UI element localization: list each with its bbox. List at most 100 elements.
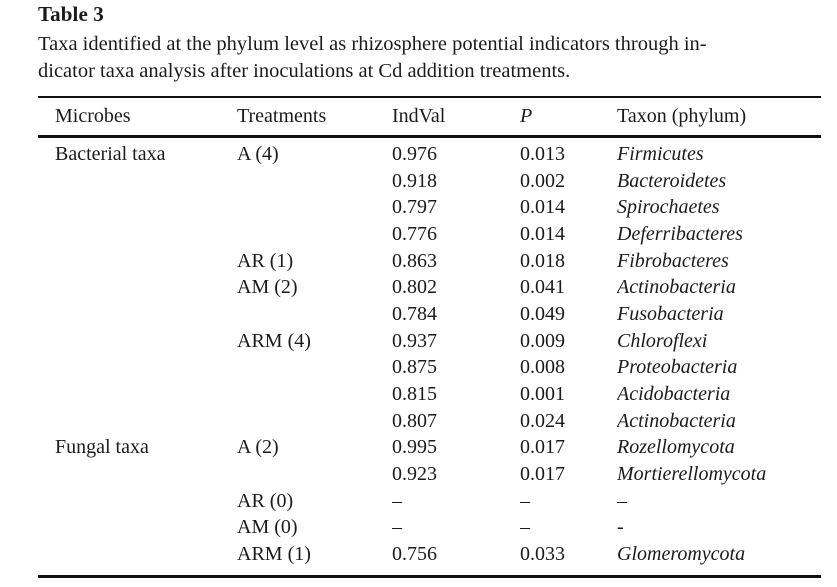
treatment-cell xyxy=(237,461,392,488)
header-row: Microbes Treatments IndVal P Taxon (phyl… xyxy=(38,97,821,138)
treatment-cell: A (2) xyxy=(237,436,279,459)
microbes-cell xyxy=(38,248,237,275)
table-row: 0.784 0.049 Fusobacteria xyxy=(38,301,821,328)
table-row: 0.797 0.014 Spirochaetes xyxy=(38,194,821,221)
indval-cell: – xyxy=(392,516,402,539)
taxon-cell: Firmicutes xyxy=(617,142,704,165)
indval-cell: 0.875 xyxy=(392,356,437,379)
taxon-cell: Mortierellomycota xyxy=(617,463,767,486)
treatment-cell xyxy=(237,194,392,221)
indval-cell: 0.756 xyxy=(392,543,437,566)
column-header-taxon: Taxon (phylum) xyxy=(617,97,821,138)
treatment-cell xyxy=(237,221,392,248)
treatment-cell: AR (0) xyxy=(237,489,294,512)
table-row: 0.923 0.017 Mortierellomycota xyxy=(38,461,821,488)
column-header-p: P xyxy=(520,97,617,138)
table-title: Table 3 xyxy=(38,2,104,26)
p-cell: 0.017 xyxy=(520,436,565,459)
table-row: Fungal taxa A (2) 0.995 0.017 Rozellomyc… xyxy=(38,435,821,462)
microbes-cell xyxy=(38,328,237,355)
microbes-cell xyxy=(38,274,237,301)
p-cell: 0.001 xyxy=(520,383,565,406)
p-cell: 0.018 xyxy=(520,249,565,272)
p-cell: 0.024 xyxy=(520,409,565,432)
taxon-cell: Actinobacteria xyxy=(617,276,736,299)
treatment-cell: AM (0) xyxy=(237,516,298,539)
treatment-cell: A (4) xyxy=(237,142,279,165)
microbes-cell xyxy=(38,461,237,488)
table-caption: Taxa identified at the phylum level as r… xyxy=(38,31,830,85)
table-caption-line-1: Taxa identified at the phylum level as r… xyxy=(38,33,707,55)
indval-cell: – xyxy=(392,489,402,512)
table-row: 0.875 0.008 Proteobacteria xyxy=(38,355,821,382)
table-row: ARM (1) 0.756 0.033 Glomeromycota xyxy=(38,541,821,576)
column-header-treatments: Treatments xyxy=(237,97,392,138)
p-cell: 0.009 xyxy=(520,329,565,352)
taxon-cell: Rozellomycota xyxy=(617,436,735,459)
treatment-cell xyxy=(237,355,392,382)
p-cell: – xyxy=(520,516,530,539)
table-header: Microbes Treatments IndVal P Taxon (phyl… xyxy=(38,97,821,138)
taxon-cell: Deferribacteres xyxy=(617,222,743,245)
indval-cell: 0.995 xyxy=(392,436,437,459)
microbes-cell xyxy=(38,381,237,408)
indval-cell: 0.863 xyxy=(392,249,437,272)
taxon-cell: Fusobacteria xyxy=(617,302,724,325)
table-row: 0.776 0.014 Deferribacteres xyxy=(38,221,821,248)
indval-cell: 0.937 xyxy=(392,329,437,352)
treatment-cell: AM (2) xyxy=(237,276,298,299)
microbes-cell xyxy=(38,194,237,221)
p-cell: 0.049 xyxy=(520,302,565,325)
column-header-indval: IndVal xyxy=(392,97,520,138)
treatment-cell xyxy=(237,301,392,328)
column-header-microbes: Microbes xyxy=(38,97,237,138)
table-row: AM (2) 0.802 0.041 Actinobacteria xyxy=(38,274,821,301)
table-row: AR (1) 0.863 0.018 Fibrobacteres xyxy=(38,248,821,275)
table-row: 0.918 0.002 Bacteroidetes xyxy=(38,168,821,195)
p-cell: – xyxy=(520,489,530,512)
microbes-cell xyxy=(38,301,237,328)
indval-cell: 0.797 xyxy=(392,196,437,219)
microbes-cell xyxy=(38,408,237,435)
taxon-cell: Spirochaetes xyxy=(617,196,720,219)
p-cell: 0.014 xyxy=(520,222,565,245)
treatment-cell xyxy=(237,168,392,195)
microbes-cell: Bacterial taxa xyxy=(55,142,166,165)
p-cell: 0.041 xyxy=(520,276,565,299)
p-cell: 0.008 xyxy=(520,356,565,379)
table-row: ARM (4) 0.937 0.009 Chloroflexi xyxy=(38,328,821,355)
p-cell: 0.017 xyxy=(520,463,565,486)
taxon-cell: Bacteroidetes xyxy=(617,169,727,192)
taxon-cell: Acidobacteria xyxy=(617,383,731,406)
treatment-cell: ARM (4) xyxy=(237,329,311,352)
p-cell: 0.002 xyxy=(520,169,565,192)
indval-cell: 0.776 xyxy=(392,222,437,245)
taxon-cell: Actinobacteria xyxy=(617,409,736,432)
indicator-taxa-table: Microbes Treatments IndVal P Taxon (phyl… xyxy=(38,96,821,578)
taxon-cell: Proteobacteria xyxy=(617,356,738,379)
taxon-cell: - xyxy=(617,516,624,539)
indval-cell: 0.815 xyxy=(392,383,437,406)
taxon-cell: – xyxy=(617,489,627,512)
treatment-cell: ARM (1) xyxy=(237,543,311,566)
indval-cell: 0.802 xyxy=(392,276,437,299)
p-cell: 0.013 xyxy=(520,142,565,165)
microbes-cell xyxy=(38,168,237,195)
microbes-cell: Fungal taxa xyxy=(55,436,149,459)
taxon-cell: Glomeromycota xyxy=(617,543,746,566)
p-cell: 0.033 xyxy=(520,543,565,566)
treatment-cell xyxy=(237,381,392,408)
treatment-cell xyxy=(237,408,392,435)
indval-cell: 0.784 xyxy=(392,302,437,325)
table-row: Bacterial taxa A (4) 0.976 0.013 Firmicu… xyxy=(38,137,821,168)
indval-cell: 0.807 xyxy=(392,409,437,432)
taxon-cell: Chloroflexi xyxy=(617,329,708,352)
taxon-cell: Fibrobacteres xyxy=(617,249,729,272)
microbes-cell xyxy=(38,488,237,515)
table-row: 0.807 0.024 Actinobacteria xyxy=(38,408,821,435)
microbes-cell xyxy=(38,221,237,248)
table-row: AM (0) – – - xyxy=(38,515,821,542)
table-body: Bacterial taxa A (4) 0.976 0.013 Firmicu… xyxy=(38,137,821,577)
table-row: AR (0) – – – xyxy=(38,488,821,515)
